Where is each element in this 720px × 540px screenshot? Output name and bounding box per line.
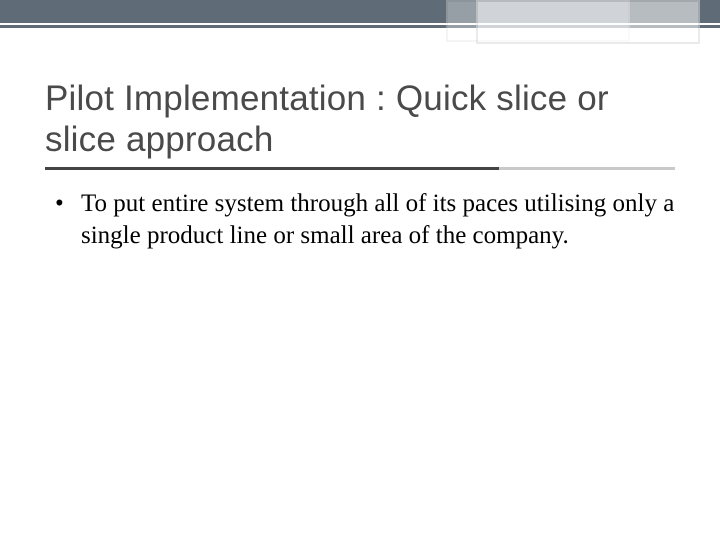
title-underline-light xyxy=(499,167,675,170)
top-decorative-bar xyxy=(0,0,720,28)
slide-content: Pilot Implementation : Quick slice or sl… xyxy=(45,78,675,252)
slide: Pilot Implementation : Quick slice or sl… xyxy=(0,0,720,540)
slide-title: Pilot Implementation : Quick slice or sl… xyxy=(45,78,675,161)
bullet-list: To put entire system through all of its … xyxy=(45,188,675,252)
topbar-overlay-box-front xyxy=(476,0,700,44)
title-underline-dark xyxy=(45,167,499,170)
title-underline xyxy=(45,167,675,170)
list-item: To put entire system through all of its … xyxy=(77,188,675,252)
